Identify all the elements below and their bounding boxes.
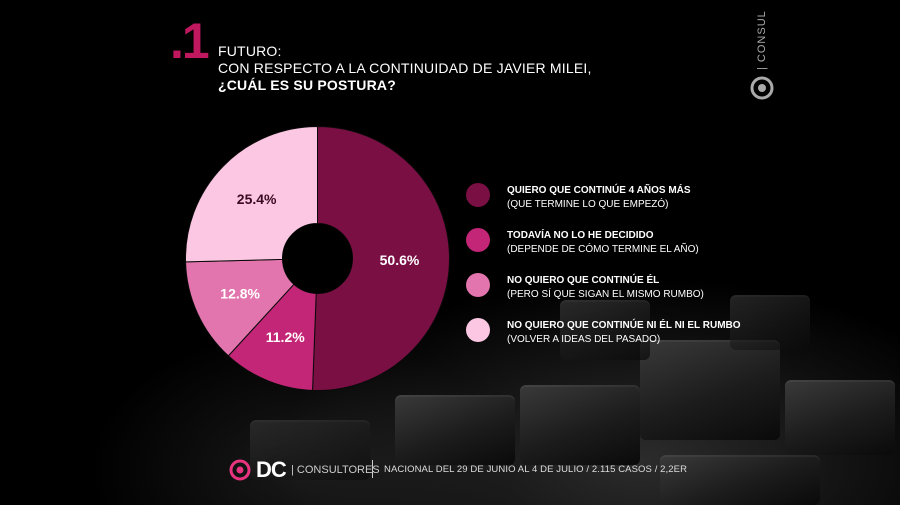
bg-cube — [730, 295, 810, 350]
legend-text: NO QUIERO QUE CONTINÚE NI ÉL NI EL RUMBO… — [507, 319, 827, 347]
footer: DC | CONSULTORES NACIONAL DEL 29 DE JUNI… — [228, 457, 848, 482]
legend-text: NO QUIERO QUE CONTINÚE ÉL (PERO SÍ QUE SI… — [507, 274, 827, 302]
dc-logo-icon — [229, 459, 251, 481]
side-brand-text: | CONSUL — [756, 10, 768, 70]
title-line-3: ¿CUÁL ES SU POSTURA? — [218, 77, 396, 93]
title-line-2: CON RESPECTO A LA CONTINUIDAD DE JAVIER … — [218, 60, 592, 76]
slice-label: 12.8% — [220, 286, 260, 302]
slice-label: 50.6% — [380, 252, 420, 268]
footer-consultores: | CONSULTORES — [291, 464, 380, 476]
legend-sublabel: (VOLVER A IDEAS DEL PASADO) — [507, 334, 661, 345]
footer-info: NACIONAL DEL 29 DE JUNIO AL 4 DE JULIO /… — [384, 464, 688, 475]
legend-label: NO QUIERO QUE CONTINÚE ÉL — [507, 275, 660, 286]
legend-sublabel: (DEPENDE DE CÓMO TERMINE EL AÑO) — [507, 244, 699, 255]
question-title: FUTURO: CON RESPECTO A LA CONTINUIDAD DE… — [218, 43, 698, 94]
bg-cube — [520, 385, 640, 465]
bg-cube — [785, 380, 895, 455]
legend-text: TODAVÍA NO LO HE DECIDIDO (DEPENDE DE CÓM… — [507, 229, 827, 257]
legend-text: QUIERO QUE CONTINÚE 4 AÑOS MÁS (QUE TERMI… — [507, 184, 827, 212]
slice-label: 11.2% — [266, 329, 305, 345]
title-line-1: FUTURO: — [218, 43, 282, 59]
legend-label: NO QUIERO QUE CONTINÚE NI ÉL NI EL RUMBO — [507, 320, 741, 331]
side-brand: | CONSUL — [748, 0, 776, 110]
dc-logo-icon — [750, 76, 774, 100]
footer-logo-text: DC — [256, 457, 287, 482]
bg-cube — [250, 420, 370, 480]
bg-cube — [660, 455, 820, 505]
legend-swatch — [466, 273, 490, 297]
footer-divider — [372, 460, 373, 478]
legend-label: TODAVÍA NO LO HE DECIDIDO — [507, 230, 654, 241]
bg-cube — [395, 395, 515, 465]
bg-cube — [560, 300, 650, 360]
question-number: .1 — [170, 13, 210, 69]
donut-slice — [185, 258, 295, 357]
legend-swatch — [466, 183, 490, 207]
legend-swatch — [466, 228, 490, 252]
legend-swatch — [466, 318, 490, 342]
bg-cube — [640, 340, 780, 440]
donut-chart: 50.6% 11.2% 12.8% 25.4% — [185, 126, 450, 391]
legend-sublabel: (QUE TERMINE LO QUE EMPEZÓ) — [507, 199, 669, 210]
donut-hole — [282, 223, 353, 294]
legend-label: QUIERO QUE CONTINÚE 4 AÑOS MÁS — [507, 185, 691, 196]
legend-sublabel: (PERO SÍ QUE SIGAN EL MISMO RUMBO) — [507, 289, 704, 300]
slice-label: 25.4% — [237, 191, 277, 207]
